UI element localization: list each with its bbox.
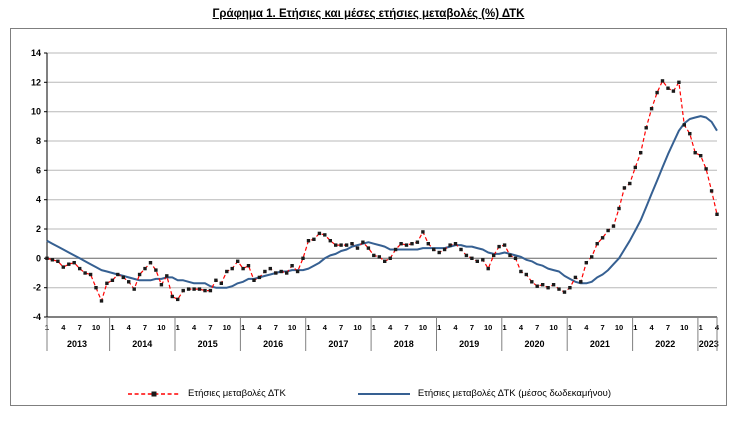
svg-text:8: 8 bbox=[36, 136, 41, 146]
chart-plot-area: 14121086420-2-41471020131471020141471020… bbox=[31, 48, 720, 351]
svg-text:10: 10 bbox=[223, 323, 231, 332]
svg-text:2019: 2019 bbox=[459, 339, 479, 349]
svg-text:2023: 2023 bbox=[699, 339, 719, 349]
svg-text:10: 10 bbox=[353, 323, 361, 332]
legend-label-average: Ετήσιες μεταβολές ΔΤΚ (μέσος δωδεκαμήνου… bbox=[417, 388, 611, 399]
svg-text:2013: 2013 bbox=[67, 339, 87, 349]
svg-text:10: 10 bbox=[31, 107, 41, 117]
legend-item-annual: Ετήσιες μεταβολές ΔΤΚ bbox=[126, 388, 286, 399]
svg-text:1: 1 bbox=[306, 323, 310, 332]
svg-text:4: 4 bbox=[36, 195, 41, 205]
svg-text:1: 1 bbox=[633, 323, 637, 332]
svg-text:2016: 2016 bbox=[263, 339, 283, 349]
svg-text:4: 4 bbox=[453, 323, 458, 332]
svg-text:4: 4 bbox=[192, 323, 197, 332]
svg-text:7: 7 bbox=[78, 323, 82, 332]
svg-text:2020: 2020 bbox=[524, 339, 544, 349]
svg-text:10: 10 bbox=[288, 323, 296, 332]
svg-text:-4: -4 bbox=[33, 312, 41, 322]
svg-text:7: 7 bbox=[470, 323, 474, 332]
svg-text:7: 7 bbox=[666, 323, 670, 332]
legend-label-annual: Ετήσιες μεταβολές ΔΤΚ bbox=[188, 388, 286, 399]
svg-text:4: 4 bbox=[584, 323, 589, 332]
svg-text:4: 4 bbox=[388, 323, 393, 332]
svg-text:4: 4 bbox=[61, 323, 66, 332]
svg-text:2: 2 bbox=[36, 224, 41, 234]
svg-text:-2: -2 bbox=[33, 283, 41, 293]
svg-text:1: 1 bbox=[437, 323, 441, 332]
svg-text:0: 0 bbox=[36, 253, 41, 263]
svg-text:4: 4 bbox=[650, 323, 655, 332]
svg-text:7: 7 bbox=[601, 323, 605, 332]
svg-text:10: 10 bbox=[92, 323, 100, 332]
svg-text:4: 4 bbox=[323, 323, 328, 332]
svg-text:6: 6 bbox=[36, 165, 41, 175]
svg-text:2017: 2017 bbox=[328, 339, 348, 349]
chart-title: Γράφημα 1. Ετήσιες και μέσες ετήσιες μετ… bbox=[212, 8, 525, 20]
svg-text:7: 7 bbox=[143, 323, 147, 332]
chart-frame: 14121086420-2-41471020131471020141471020… bbox=[10, 28, 727, 406]
svg-text:1: 1 bbox=[699, 323, 703, 332]
svg-text:1: 1 bbox=[568, 323, 572, 332]
svg-text:7: 7 bbox=[535, 323, 539, 332]
svg-text:1: 1 bbox=[503, 323, 507, 332]
svg-text:10: 10 bbox=[549, 323, 557, 332]
svg-text:2014: 2014 bbox=[132, 339, 152, 349]
svg-text:1: 1 bbox=[110, 323, 114, 332]
svg-text:7: 7 bbox=[208, 323, 212, 332]
svg-text:10: 10 bbox=[484, 323, 492, 332]
svg-text:1: 1 bbox=[372, 323, 376, 332]
svg-text:10: 10 bbox=[157, 323, 165, 332]
svg-text:7: 7 bbox=[404, 323, 408, 332]
svg-text:10: 10 bbox=[419, 323, 427, 332]
svg-text:10: 10 bbox=[680, 323, 688, 332]
svg-text:7: 7 bbox=[339, 323, 343, 332]
svg-text:1: 1 bbox=[176, 323, 180, 332]
svg-text:4: 4 bbox=[257, 323, 262, 332]
svg-text:2021: 2021 bbox=[590, 339, 610, 349]
svg-text:10: 10 bbox=[615, 323, 623, 332]
average-series-line-icon bbox=[357, 392, 410, 395]
svg-text:4: 4 bbox=[519, 323, 524, 332]
svg-text:2018: 2018 bbox=[394, 339, 414, 349]
chart-legend: Ετήσιες μεταβολές ΔΤΚ Ετήσιες μεταβολές … bbox=[11, 388, 726, 399]
svg-text:14: 14 bbox=[31, 48, 41, 58]
svg-text:2015: 2015 bbox=[198, 339, 218, 349]
svg-text:2022: 2022 bbox=[655, 339, 675, 349]
svg-text:4: 4 bbox=[127, 323, 132, 332]
svg-text:1: 1 bbox=[241, 323, 245, 332]
svg-text:12: 12 bbox=[31, 77, 41, 87]
legend-item-average: Ετήσιες μεταβολές ΔΤΚ (μέσος δωδεκαμήνου… bbox=[356, 388, 611, 399]
svg-text:7: 7 bbox=[274, 323, 278, 332]
annual-series-line-icon bbox=[128, 391, 180, 396]
